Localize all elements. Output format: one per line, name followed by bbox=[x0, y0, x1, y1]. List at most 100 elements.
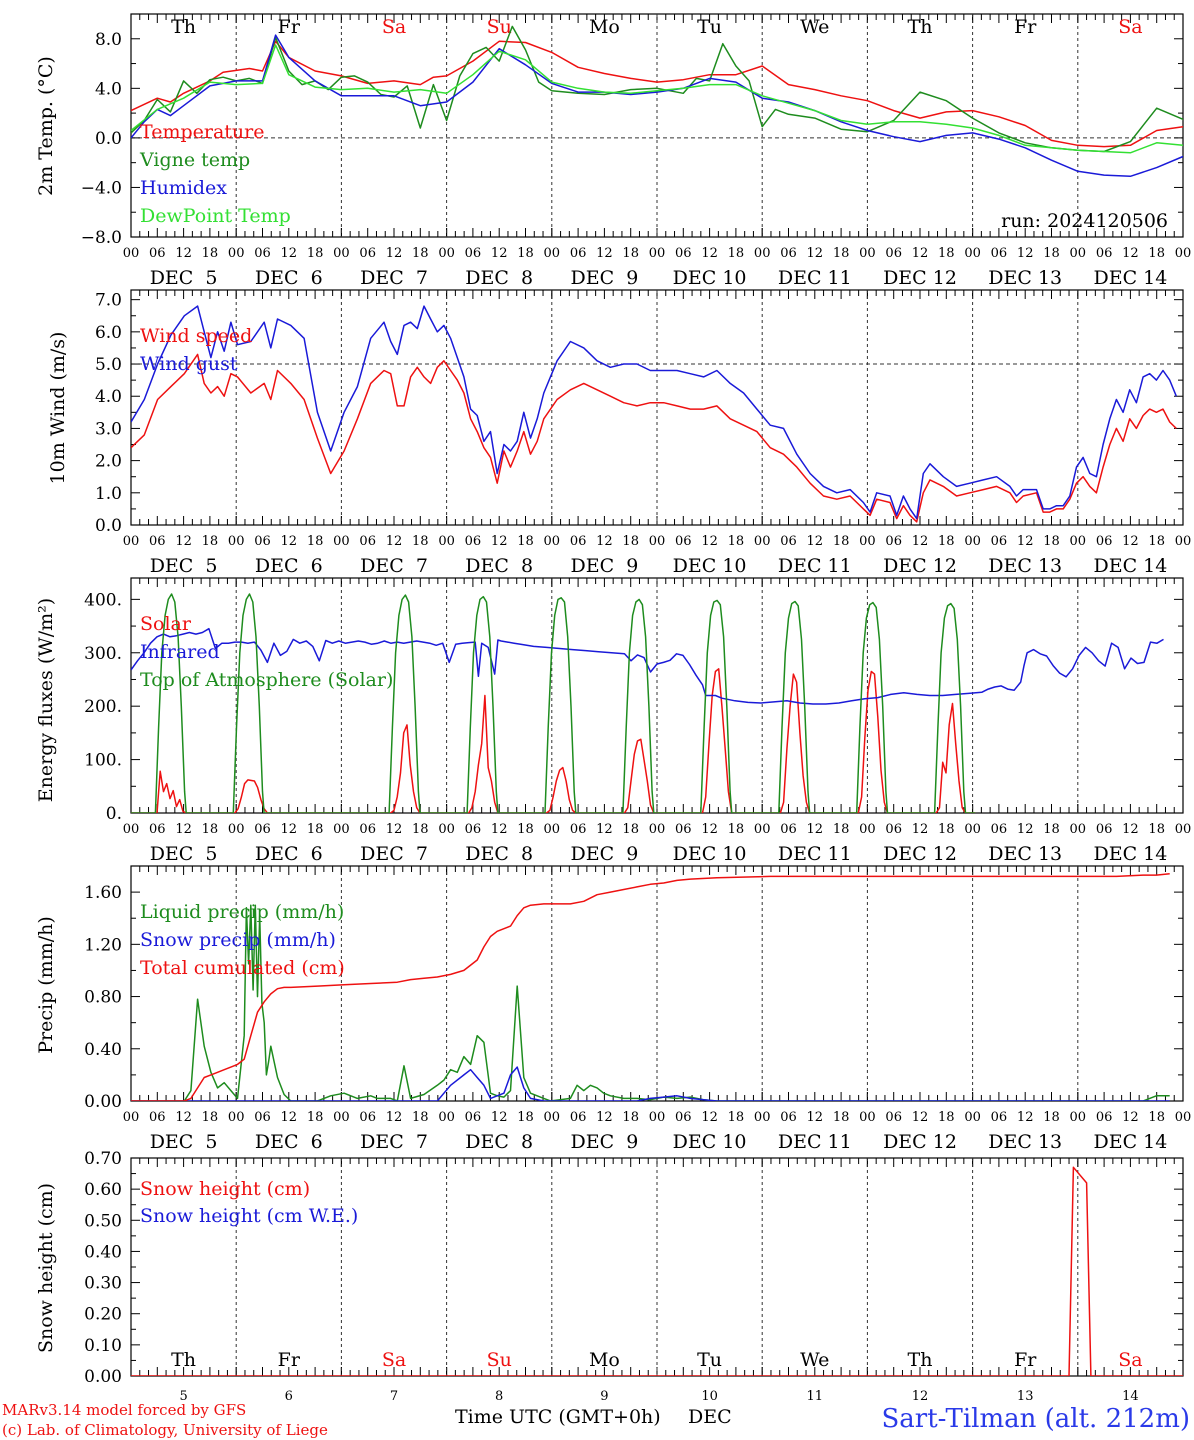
hour-tick-label: 00 bbox=[228, 1110, 245, 1125]
day-number-label: 11 bbox=[807, 1389, 824, 1404]
hour-tick-label: 18 bbox=[728, 822, 745, 837]
wind-panel: 0.0 1.0 2.0 3.0 4.0 5.0 6.0 7.0 10m Wind (m/s) 00… bbox=[47, 289, 1192, 577]
hour-tick-label: 00 bbox=[1070, 1110, 1087, 1125]
y-tick-label: 1.60 bbox=[84, 883, 122, 903]
hour-tick-label: 12 bbox=[807, 822, 824, 837]
hour-tick-label: 00 bbox=[964, 534, 981, 549]
weekday-label: Sa bbox=[382, 16, 406, 38]
series-line-snow-height-cm bbox=[131, 1166, 1183, 1376]
legend-entry: Snow height (cm W.E.) bbox=[140, 1205, 358, 1227]
weekday-label: We bbox=[800, 16, 829, 38]
y-tick-label: 0.20 bbox=[84, 1305, 122, 1325]
date-label: DEC 10 bbox=[673, 555, 747, 577]
hour-tick-label: 00 bbox=[544, 822, 561, 837]
hour-tick-label: 18 bbox=[307, 822, 324, 837]
month-label: DEC bbox=[688, 1406, 732, 1428]
hour-tick-label: 06 bbox=[359, 534, 376, 549]
hour-tick-label: 00 bbox=[859, 1110, 876, 1125]
series-line-vigne-temp bbox=[131, 25, 1183, 153]
hour-tick-label: 12 bbox=[596, 822, 613, 837]
y-tick-label: 2.0 bbox=[95, 452, 122, 472]
hour-tick-label: 06 bbox=[1096, 246, 1113, 261]
hour-tick-label: 12 bbox=[281, 534, 298, 549]
date-label: DEC 6 bbox=[255, 843, 323, 865]
hour-tick-label: 06 bbox=[885, 1110, 902, 1125]
hour-tick-label: 18 bbox=[1148, 534, 1165, 549]
series-group bbox=[131, 305, 1177, 523]
hour-tick-label: 00 bbox=[123, 822, 140, 837]
y-tick-label: 1.0 bbox=[95, 484, 122, 504]
hour-tick-label: 06 bbox=[1096, 822, 1113, 837]
hour-tick-label: 12 bbox=[912, 1110, 929, 1125]
y-tick-label: 7.0 bbox=[95, 291, 122, 311]
station-name: Sart-Tilman (alt. 212m) bbox=[881, 1404, 1190, 1434]
hour-tick-label: 00 bbox=[123, 246, 140, 261]
series-line-wind-speed bbox=[131, 353, 1177, 523]
y-tick-label: 200. bbox=[84, 697, 122, 717]
legend-entry: Liquid precip (mm/h) bbox=[140, 901, 344, 923]
hour-tick-label: 06 bbox=[149, 822, 166, 837]
hour-tick-label: 18 bbox=[833, 822, 850, 837]
series-group bbox=[131, 25, 1183, 178]
y-axis-label: 10m Wind (m/s) bbox=[47, 332, 69, 485]
y-axis-label: 2m Temp. (°C) bbox=[35, 56, 57, 196]
hour-tick-label: 18 bbox=[938, 1110, 955, 1125]
hour-tick-label: 00 bbox=[754, 1110, 771, 1125]
weekday-label: Su bbox=[487, 16, 512, 38]
hour-tick-label: 00 bbox=[544, 246, 561, 261]
hour-tick-label: 00 bbox=[438, 246, 455, 261]
hour-tick-label: 12 bbox=[807, 1110, 824, 1125]
y-tick-label: 0.40 bbox=[84, 1242, 122, 1262]
hour-tick-label: 06 bbox=[149, 246, 166, 261]
y-tick-label: −4.0 bbox=[81, 178, 122, 198]
hour-tick-label: 18 bbox=[202, 822, 219, 837]
day-number-label: 6 bbox=[285, 1389, 293, 1404]
date-label: DEC 6 bbox=[255, 267, 323, 289]
hour-tick-label: 12 bbox=[175, 246, 192, 261]
hour-tick-label: 00 bbox=[1175, 534, 1192, 549]
hour-tick-label: 12 bbox=[491, 246, 508, 261]
hour-tick-label: 12 bbox=[281, 822, 298, 837]
hour-tick-label: 06 bbox=[149, 1110, 166, 1125]
series-line-snow-precip-mm-h bbox=[131, 1066, 1170, 1101]
hour-tick-label: 00 bbox=[859, 822, 876, 837]
date-label: DEC 13 bbox=[988, 267, 1062, 289]
hour-tick-label: 00 bbox=[859, 534, 876, 549]
weekday-label: Tu bbox=[697, 16, 722, 38]
weekday-label: Fr bbox=[1014, 16, 1037, 38]
y-axis-label: Snow height (cm) bbox=[35, 1183, 57, 1353]
date-label: DEC 13 bbox=[988, 555, 1062, 577]
hour-tick-label: 18 bbox=[412, 1110, 429, 1125]
hour-tick-label: 06 bbox=[991, 1110, 1008, 1125]
hour-tick-label: 00 bbox=[228, 534, 245, 549]
hour-tick-label: 18 bbox=[728, 1110, 745, 1125]
series-line-dewpoint-temp bbox=[131, 44, 1183, 154]
temperature-panel: −8.0 −4.0 0.0 4.0 8.0 2m Temp. (°C) Th Fr Sa Su Mo… bbox=[35, 13, 1191, 289]
weekday-label: We bbox=[800, 1349, 829, 1371]
date-label: DEC 9 bbox=[570, 267, 638, 289]
day-number-label: 8 bbox=[495, 1389, 503, 1404]
run-label: run: 2024120506 bbox=[1001, 210, 1168, 232]
weekday-label: Sa bbox=[1118, 1349, 1142, 1371]
day-number-label: 7 bbox=[390, 1389, 398, 1404]
legend-entry: Total cumulated (cm) bbox=[140, 957, 345, 979]
hour-tick-label: 12 bbox=[701, 1110, 718, 1125]
weekday-label: Mo bbox=[589, 1349, 620, 1371]
hour-tick-label: 00 bbox=[438, 1110, 455, 1125]
date-label: DEC 10 bbox=[673, 1131, 747, 1153]
series-line-wind-gust bbox=[131, 305, 1177, 520]
legend-entry: Snow precip (mm/h) bbox=[140, 929, 336, 951]
hour-tick-label: 00 bbox=[754, 246, 771, 261]
weekday-label: Tu bbox=[697, 1349, 722, 1371]
hour-tick-label: 06 bbox=[149, 534, 166, 549]
y-axis-label: Precip (mm/h) bbox=[35, 916, 57, 1054]
weekday-label: Sa bbox=[1118, 16, 1142, 38]
hour-tick-label: 18 bbox=[1043, 534, 1060, 549]
weekday-label: Su bbox=[487, 1349, 512, 1371]
day-number-label: 13 bbox=[1017, 1389, 1034, 1404]
time-axis-label: Time UTC (GMT+0h) bbox=[455, 1406, 661, 1428]
hour-tick-label: 00 bbox=[228, 822, 245, 837]
hour-tick-label: 18 bbox=[307, 246, 324, 261]
hour-tick-label: 18 bbox=[517, 534, 534, 549]
date-label: DEC 9 bbox=[570, 1131, 638, 1153]
